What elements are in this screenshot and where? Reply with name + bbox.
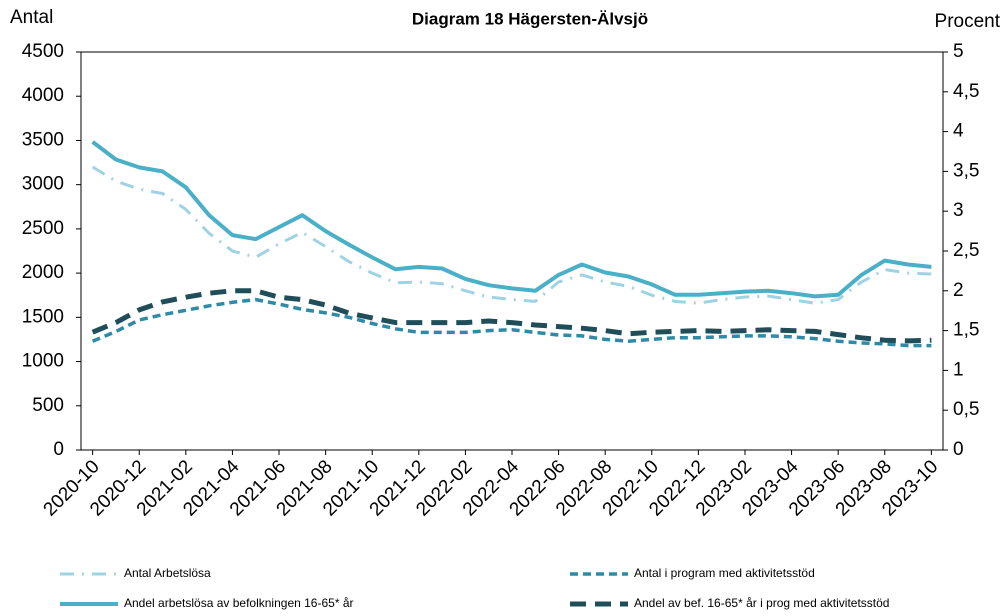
legend-label: Antal i program med aktivitetsstöd (634, 566, 815, 580)
y2-tick-label: 5 (953, 41, 964, 62)
y2-tick-label: 0,5 (953, 399, 979, 420)
series-line (91, 140, 932, 299)
y2-tick-label: 2 (953, 280, 964, 301)
series-line (91, 297, 932, 348)
y-tick-label: 1000 (22, 351, 64, 372)
y-axis-title: Antal (10, 7, 53, 28)
y-tick-label: 3500 (22, 129, 64, 150)
y2-axis-title: Procent (935, 11, 1001, 32)
y-tick-label: 0 (53, 439, 64, 460)
legend-label: Andel arbetslösa av befolkningen 16-65* … (124, 596, 354, 610)
plot-frame (80, 51, 944, 451)
series-line (91, 288, 932, 344)
y-tick-label: 2000 (22, 262, 64, 283)
y2-tick-label: 3,5 (953, 160, 979, 181)
y2-tick-label: 2,5 (953, 240, 979, 261)
series-line (91, 165, 932, 305)
y2-tick-label: 0 (953, 439, 964, 460)
y-tick-label: 4000 (22, 85, 64, 106)
y-tick-label: 2500 (22, 218, 64, 239)
y2-tick-label: 1,5 (953, 320, 979, 341)
legend-label: Antal Arbetslösa (124, 566, 211, 580)
y-tick-label: 500 (32, 395, 64, 416)
y-tick-label: 4500 (22, 41, 64, 62)
y2-tick-label: 4,5 (953, 81, 979, 102)
y-tick-label: 3000 (22, 174, 64, 195)
chart-title: Diagram 18 Hägersten-Älvsjö (412, 9, 648, 28)
y2-tick-label: 3 (953, 200, 964, 221)
y2-tick-label: 1 (953, 359, 964, 380)
legend-label: Andel av bef. 16-65* år i prog med aktiv… (634, 596, 889, 610)
y-tick-label: 1500 (22, 306, 64, 327)
y2-tick-label: 4 (953, 121, 964, 142)
